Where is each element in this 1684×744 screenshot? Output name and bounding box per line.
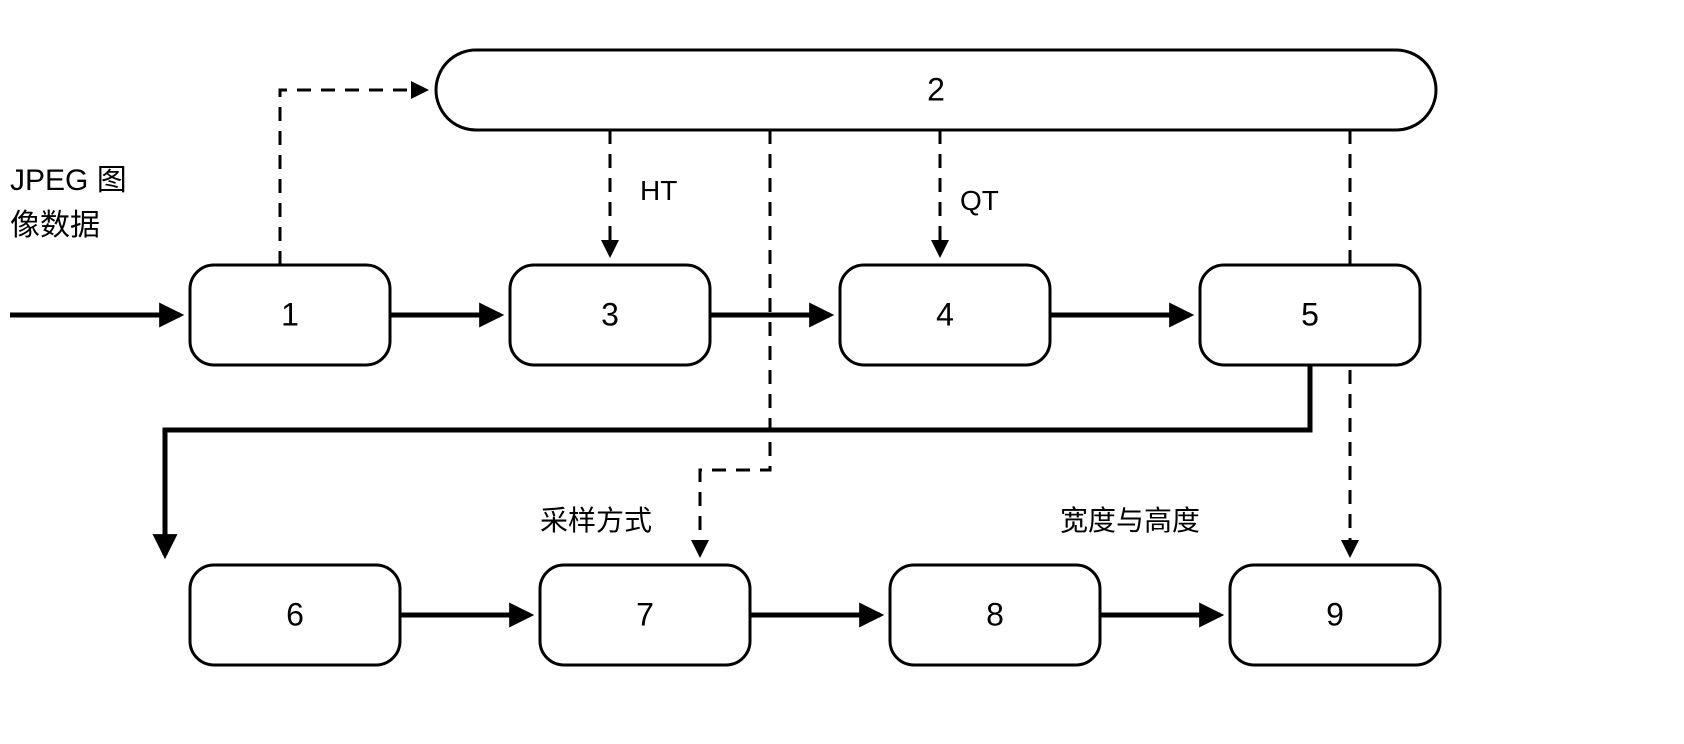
node-label-n8: 8 bbox=[986, 596, 1004, 632]
node-label-n3: 3 bbox=[601, 296, 619, 332]
node-label-n6: 6 bbox=[286, 596, 304, 632]
edge-label-wh: 宽度与高度 bbox=[1060, 505, 1200, 536]
node-label-n9: 9 bbox=[1326, 596, 1344, 632]
edge-label-HT: HT bbox=[640, 175, 677, 206]
edge-1-2 bbox=[280, 90, 426, 265]
node-label-n4: 4 bbox=[936, 296, 954, 332]
node-label-n1: 1 bbox=[281, 296, 299, 332]
input-label-line1: JPEG 图 bbox=[10, 164, 127, 197]
node-label-n2: 2 bbox=[927, 71, 945, 107]
edge-label-samp: 采样方式 bbox=[540, 505, 652, 536]
node-label-n5: 5 bbox=[1301, 296, 1319, 332]
node-label-n7: 7 bbox=[636, 596, 654, 632]
input-label-line2: 像数据 bbox=[10, 209, 100, 242]
edge-label-QT: QT bbox=[960, 185, 999, 216]
